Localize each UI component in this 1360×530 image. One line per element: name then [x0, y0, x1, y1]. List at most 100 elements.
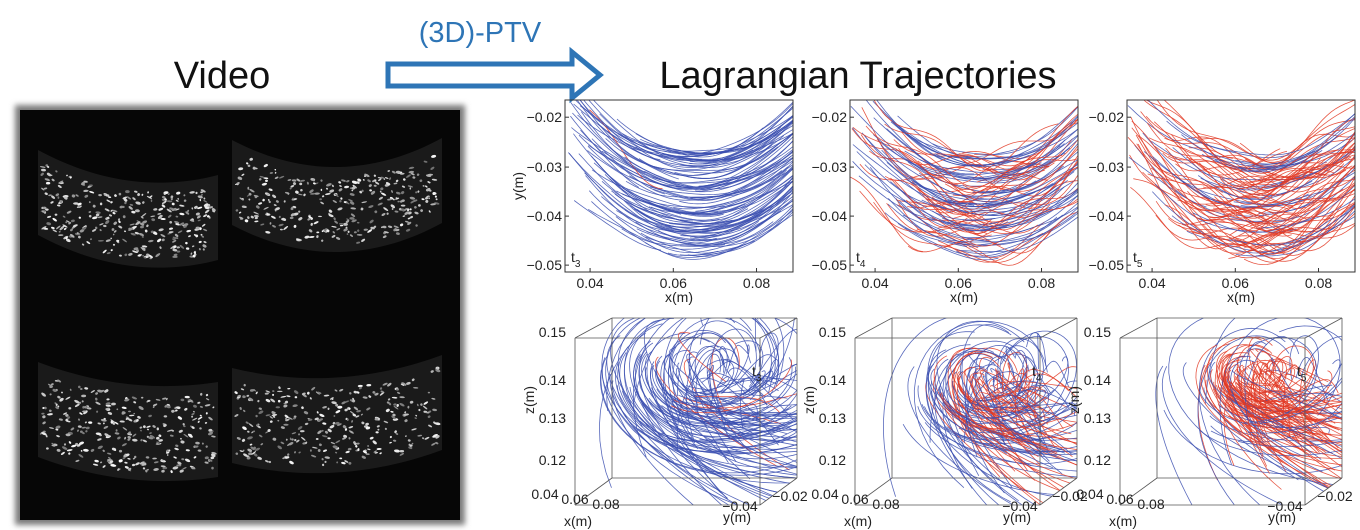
particle: [373, 450, 377, 453]
particle: [303, 193, 306, 197]
particle: [157, 238, 162, 243]
particle: [161, 469, 165, 473]
particle: [377, 428, 380, 431]
time-label: t3: [571, 249, 581, 270]
trajectory: [699, 393, 797, 454]
trajectory: [624, 132, 793, 188]
particle: [385, 182, 391, 186]
particle: [236, 437, 241, 440]
time-subscript: 4: [1036, 373, 1042, 384]
particle: [403, 413, 409, 416]
particle: [254, 214, 259, 218]
y-tick-label: −0.05: [812, 257, 848, 273]
particle: [104, 208, 107, 211]
trajectory: [956, 389, 1047, 419]
particle: [349, 193, 355, 196]
particle: [328, 214, 334, 218]
particle: [78, 216, 81, 219]
particle: [324, 430, 329, 434]
particle: [345, 220, 350, 224]
trajectory: [1198, 327, 1286, 505]
particle: [116, 408, 119, 411]
particle: [122, 427, 128, 431]
particle: [356, 391, 360, 394]
particle: [203, 200, 208, 203]
trajectory: [964, 344, 1025, 458]
particle: [316, 231, 320, 234]
particle: [171, 409, 175, 413]
trajectory: [931, 390, 1077, 463]
trajectory: [661, 126, 781, 157]
particle: [127, 433, 133, 436]
trajectory: [973, 371, 1063, 475]
particle: [391, 190, 393, 193]
particle: [372, 391, 376, 394]
particle: [399, 223, 404, 227]
particle: [263, 206, 269, 210]
trajectory: [1238, 348, 1272, 443]
trajectory: [1005, 346, 1019, 388]
particle: [274, 176, 279, 179]
trajectory: [630, 180, 793, 228]
particle: [249, 443, 253, 446]
particle: [191, 207, 194, 210]
trajectory: [1146, 122, 1317, 183]
particle: [403, 178, 406, 181]
particle: [94, 459, 99, 463]
particle: [99, 223, 104, 226]
particle: [433, 192, 437, 195]
trajectory: [645, 221, 774, 246]
trajectory: [1203, 142, 1355, 193]
trajectory: [965, 400, 1064, 408]
particle: [349, 217, 355, 220]
particle: [52, 217, 57, 222]
particle: [368, 184, 372, 188]
particle: [198, 248, 201, 251]
particle: [272, 194, 277, 199]
particle: [70, 427, 75, 431]
particle: [171, 207, 177, 212]
particle: [112, 422, 116, 425]
particle: [155, 398, 161, 401]
particle: [334, 193, 339, 198]
particle: [431, 397, 436, 400]
trajectory: [617, 346, 796, 468]
particle: [308, 418, 313, 421]
particle: [106, 252, 111, 255]
trajectory: [934, 350, 1011, 503]
particle: [200, 191, 203, 194]
particle: [332, 445, 339, 449]
particle: [272, 411, 276, 414]
trajectory: [1239, 100, 1355, 164]
particle: [346, 418, 349, 421]
particle: [88, 214, 92, 218]
trajectory: [1252, 137, 1355, 179]
particle: [41, 210, 45, 213]
trajectory: [947, 347, 1050, 505]
particle: [205, 398, 210, 401]
particle: [211, 453, 216, 457]
particle: [418, 204, 421, 207]
particle: [89, 191, 95, 194]
particle: [139, 426, 143, 429]
particle: [203, 197, 206, 200]
particle: [316, 235, 319, 239]
particle: [59, 200, 63, 203]
z-tick-label: 0.12: [539, 452, 566, 468]
trajectory: [882, 318, 981, 497]
trajectory: [993, 386, 1029, 398]
trajectory: [742, 370, 774, 396]
particle: [185, 241, 188, 245]
particle: [142, 439, 147, 443]
particle: [39, 166, 46, 168]
particle: [156, 427, 159, 431]
particle: [417, 190, 420, 193]
particle: [197, 206, 203, 210]
particle: [334, 220, 338, 224]
trajectory: [1151, 140, 1355, 181]
trajectory: [725, 344, 749, 375]
z-axis-label: z(m): [521, 386, 537, 414]
particle: [136, 419, 139, 422]
trajectory: [933, 154, 1030, 167]
